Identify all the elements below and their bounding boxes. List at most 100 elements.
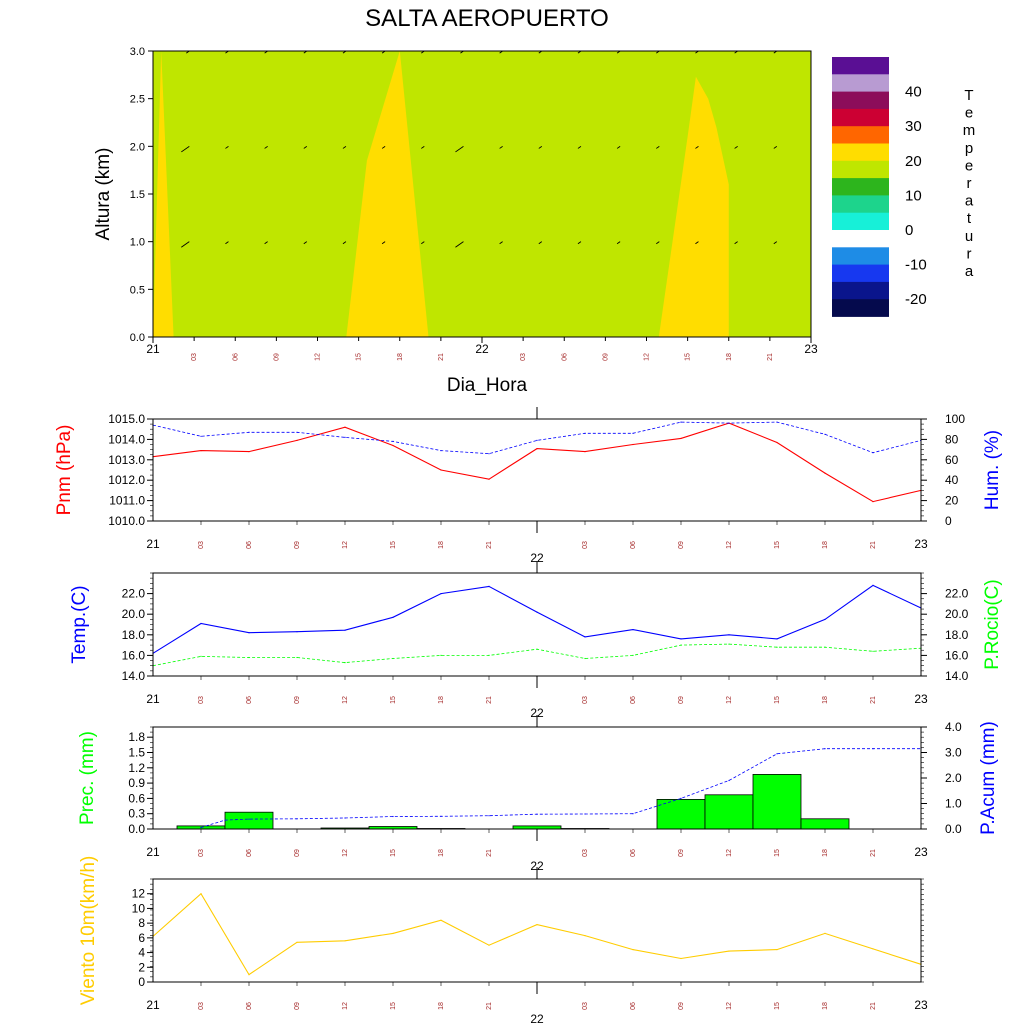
precipitation-point-1-3 [296, 818, 298, 820]
wind-point-0-1 [200, 893, 202, 895]
colorbar-swatch-11 [832, 247, 889, 265]
wind-ytick-label-0: 0 [138, 975, 145, 989]
pressure-hour-label-6: 21 [486, 541, 493, 549]
wind-vector-2-1 [181, 241, 190, 248]
wind-vector-1-10 [538, 145, 543, 149]
top-hour-label-8: 06 [561, 353, 568, 361]
pressure-point-1-4 [344, 436, 346, 438]
pressure-point-1-2 [248, 431, 250, 433]
pressure-point-1-14 [824, 433, 826, 435]
wind-series-line-0 [152, 892, 922, 976]
wind-vector-1-12 [616, 145, 621, 149]
temperature-hour-label-1: 06 [246, 696, 253, 704]
pressure-ytick-right-label-0: 0 [945, 514, 952, 528]
pressure-point-0-1 [200, 450, 202, 452]
precipitation-point-1-11 [680, 797, 682, 800]
pressure-point-1-6 [440, 450, 442, 452]
precipitation-point-1-1 [224, 819, 226, 821]
temperature-ytick-label-0: 14.0 [122, 669, 146, 683]
wind-frame [152, 878, 922, 983]
wind-vector-2-5 [342, 241, 347, 245]
precipitation-hour-label-8: 06 [630, 849, 637, 857]
temperature-y-axis-label: Temp.(C) [69, 585, 90, 663]
temperature-ytick-right-label-4: 22.0 [945, 587, 969, 601]
wind-vector-2-3 [264, 241, 268, 245]
wind-vector-1-3 [264, 145, 268, 149]
precipitation-ytick-right-label-4: 4.0 [945, 720, 962, 734]
pressure-ytick-right-label-1: 20 [945, 494, 959, 508]
pressure-day-label-0: 21 [146, 537, 160, 551]
colorbar-label-char-4: e [965, 157, 973, 174]
temperature-dewpoint-panel: 14.0 16.0 18.0 20.0 22.0 14.0 16.0 18.0 20.0 22.0… [69, 561, 1003, 720]
temperature-point-0-12 [728, 634, 730, 636]
pressure-frame [152, 418, 922, 522]
wind-ytick-label-4: 8 [138, 916, 145, 930]
colorbar-label-char-3: p [965, 140, 973, 157]
colorbar-swatch-13 [832, 281, 889, 300]
precipitation-bar-13 [800, 818, 850, 830]
top-hour-label-3: 12 [315, 353, 322, 361]
precipitation-hour-label-7: 03 [582, 849, 589, 857]
pressure-point-0-11 [680, 437, 682, 439]
temperature-point-0-2 [248, 632, 250, 634]
temperature-point-1-8 [536, 648, 538, 650]
colorbar-swatch-8 [832, 195, 889, 214]
wind-point-0-5 [392, 932, 394, 935]
top-hour-label-6: 21 [438, 353, 445, 361]
chart-title: SALTA AEROPUERTO [365, 5, 609, 32]
colorbar-swatch-4 [832, 126, 889, 144]
precipitation-ytick-right-label-1: 1.0 [945, 797, 962, 811]
pressure-point-0-4 [344, 426, 346, 428]
precipitation-hour-label-6: 21 [486, 849, 493, 857]
top-hour-label-5: 18 [397, 353, 404, 361]
temperature-point-1-11 [680, 644, 682, 646]
top-hour-label-11: 15 [685, 353, 692, 361]
pressure-point-1-8 [536, 439, 538, 441]
colorbar-label-char-0: T [964, 87, 973, 104]
temperature-point-1-15 [872, 650, 874, 652]
wind-vector-2-8 [455, 241, 464, 248]
wind-hour-label-0: 03 [198, 1002, 205, 1010]
height-temperature-panel: 0.0 0.5 1.0 1.5 2.0 2.5 3.0 Altura (km) 21 22 23 03… [93, 46, 818, 361]
temperature-point-0-3 [296, 631, 298, 633]
precipitation-y-axis-label: Prec. (mm) [77, 731, 98, 825]
top-day-label-0: 21 [146, 342, 160, 356]
wind-vector-2-12 [616, 241, 621, 245]
pressure-point-0-15 [872, 501, 874, 503]
wind-point-0-10 [632, 949, 634, 951]
pressure-point-0-13 [776, 441, 778, 444]
precipitation-day-label-1: 22 [530, 859, 544, 873]
wind-hour-label-2: 09 [294, 1002, 301, 1010]
temperature-point-0-1 [200, 622, 202, 625]
temperature-point-1-3 [296, 656, 298, 659]
precipitation-series-line-1 [200, 748, 921, 828]
precipitation-hour-label-10: 12 [726, 849, 733, 857]
temperature-point-1-12 [728, 643, 730, 645]
temperature-hour-label-0: 03 [198, 696, 205, 704]
pressure-point-0-6 [440, 469, 442, 471]
wind-ytick-label-1: 2 [138, 960, 145, 974]
pressure-point-1-1 [200, 435, 202, 437]
top-ytick-label-3: 1.5 [130, 189, 145, 201]
temperature-hour-label-6: 21 [486, 696, 493, 704]
precipitation-bar-11 [704, 794, 754, 830]
temperature-ytick-right-label-2: 18.0 [945, 628, 969, 642]
precipitation-ytick-right-label-2: 2.0 [945, 771, 962, 785]
wind-y-axis-label: Viento 10m(km/h) [78, 856, 99, 1006]
temperature-point-0-5 [392, 616, 394, 618]
pressure-ytick-label-4: 1014.0 [108, 432, 145, 446]
temperature-hour-label-3: 12 [342, 696, 349, 704]
temperature-hour-label-9: 09 [678, 696, 685, 704]
top-ytick-label-6: 3.0 [130, 46, 145, 58]
wind-vector-2-13 [656, 241, 660, 245]
wind-ytick-label-3: 6 [138, 931, 145, 945]
precipitation-point-1-5 [392, 815, 394, 818]
precipitation-ytick-right-label-0: 0.0 [945, 822, 962, 836]
wind-point-0-14 [824, 932, 826, 935]
top-hour-label-2: 09 [273, 353, 280, 361]
pressure-hour-label-0: 03 [198, 541, 205, 549]
wind-vector-2-10 [538, 241, 543, 245]
colorbar-tick-label-5: -10 [905, 257, 927, 274]
